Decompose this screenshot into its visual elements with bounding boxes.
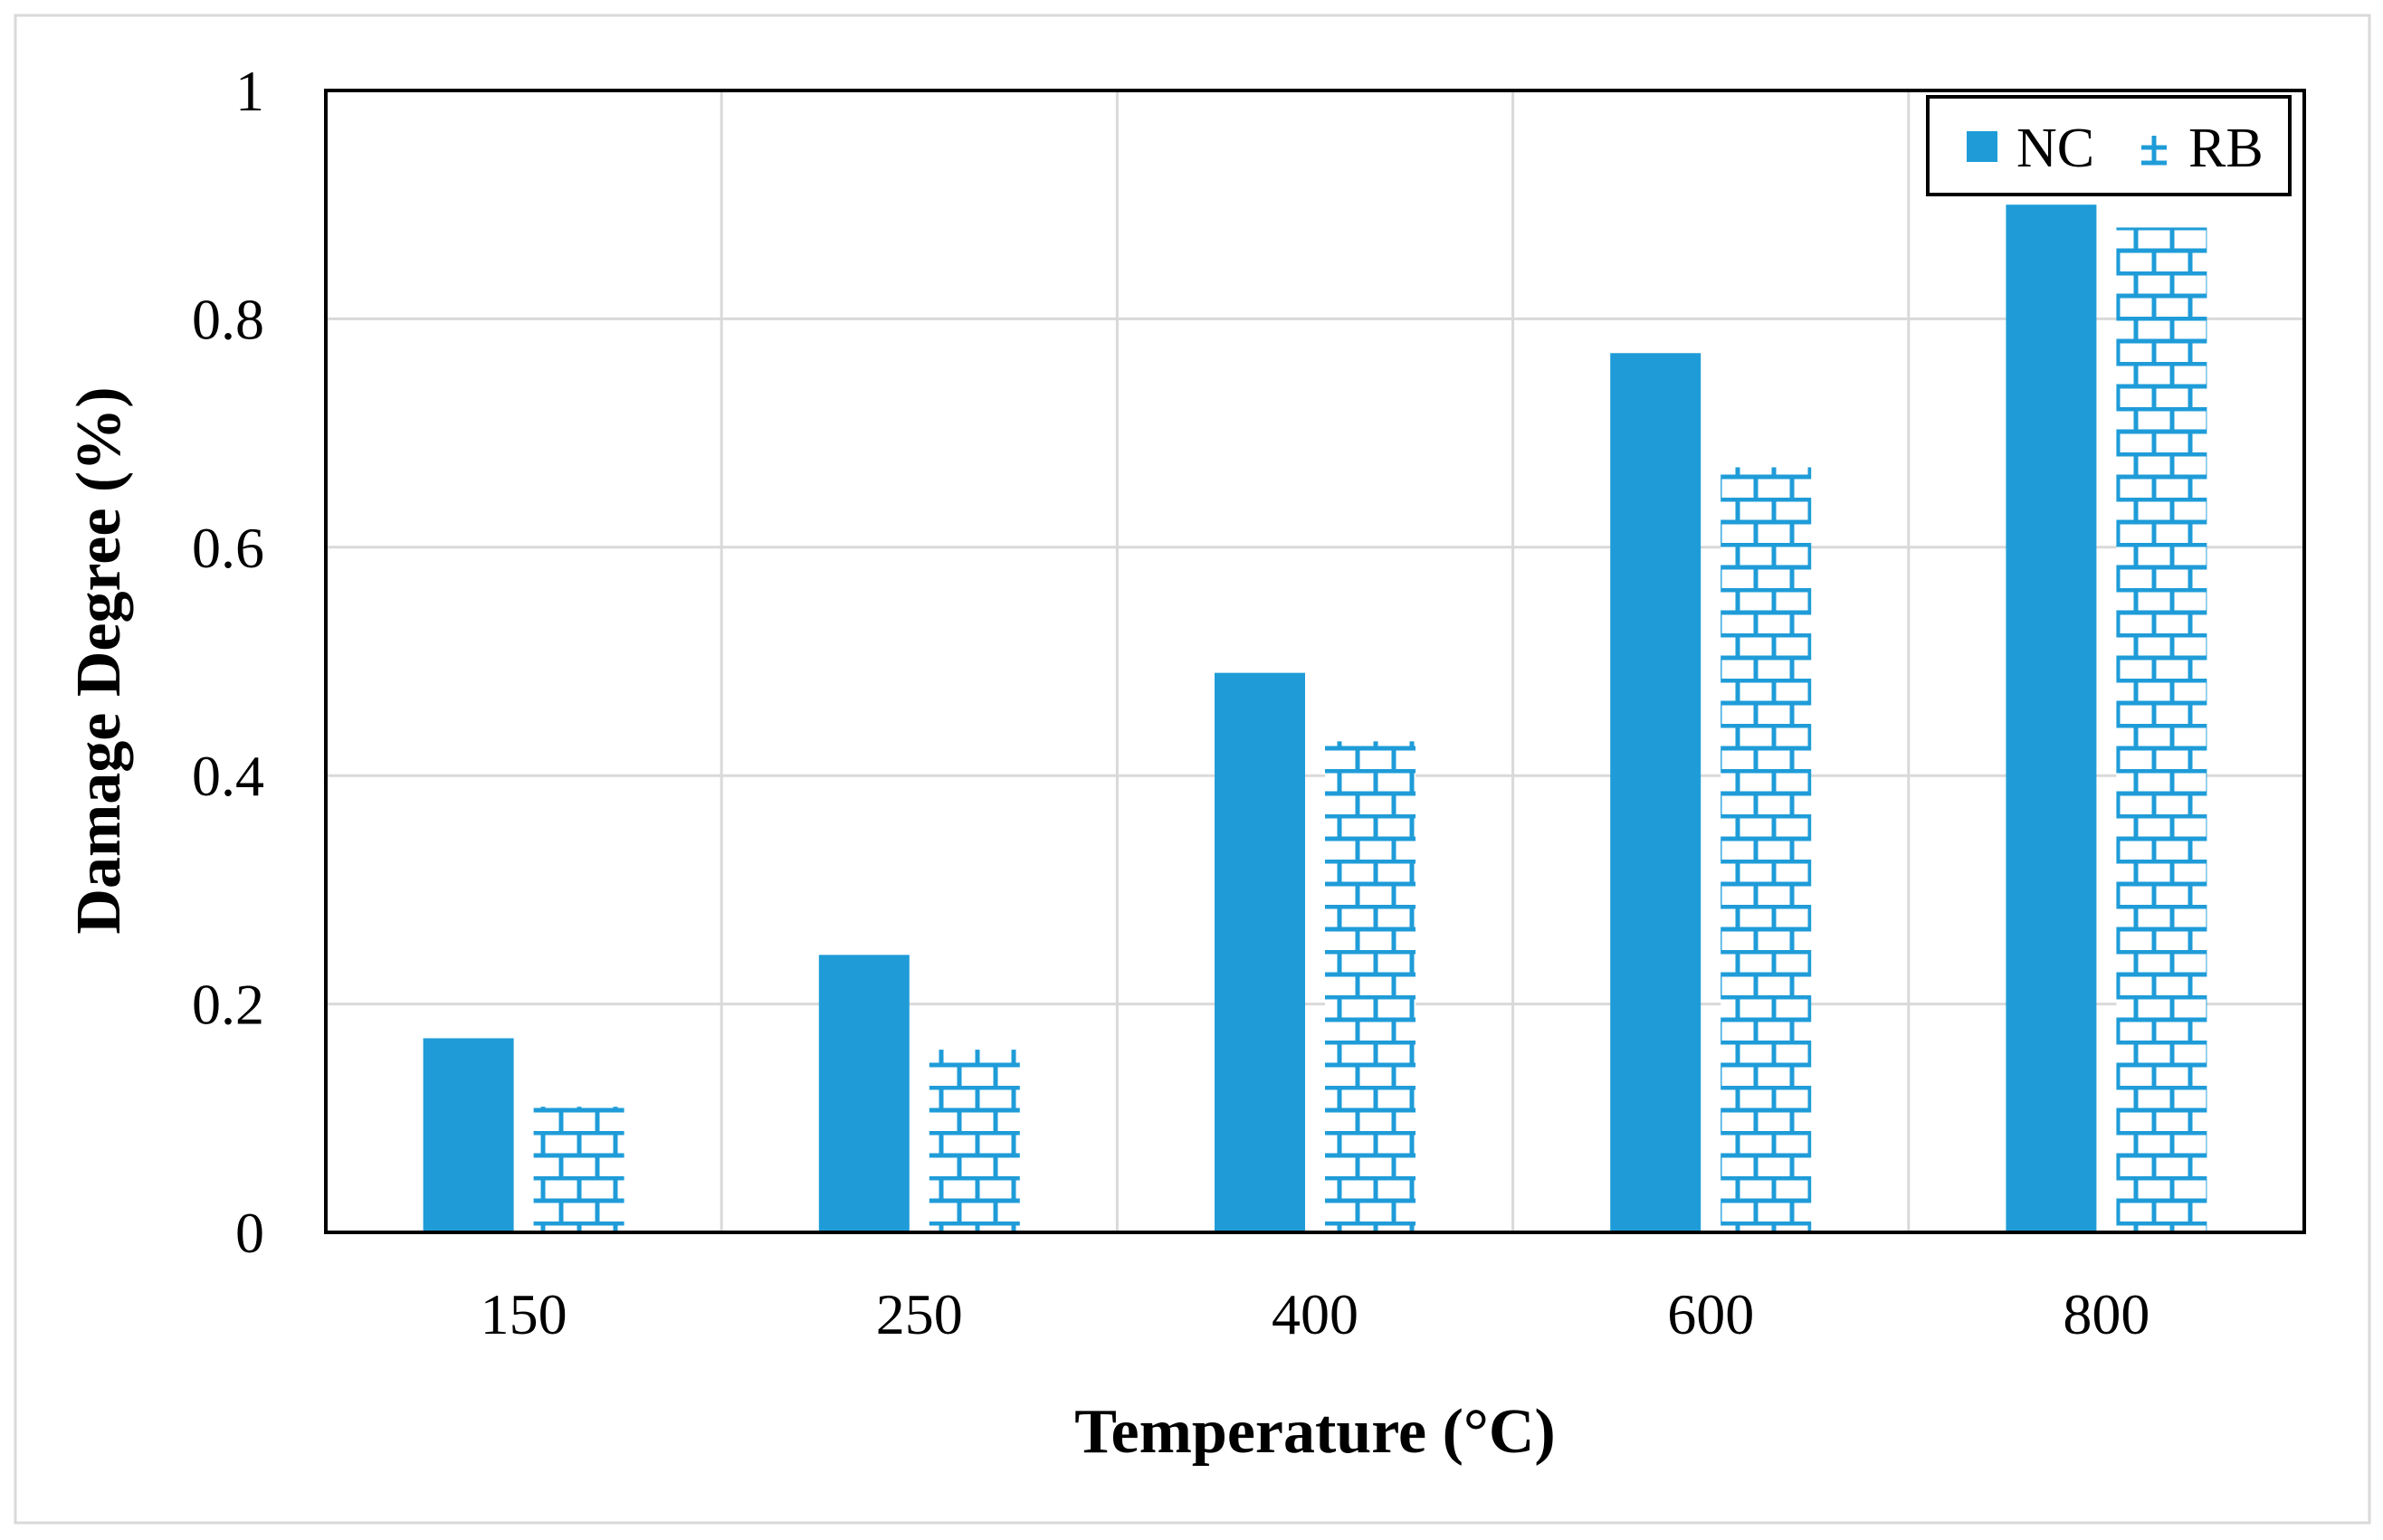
x-tick-label: 600: [1667, 1282, 1754, 1346]
y-axis-title: Damage Degree (%): [64, 386, 134, 934]
x-tick-label: 250: [876, 1282, 963, 1346]
bar-nc-150: [423, 1038, 514, 1232]
y-tick-label: 0.2: [192, 973, 264, 1037]
y-tick-label: 0.8: [192, 287, 264, 351]
bar-rb-400: [1325, 741, 1416, 1232]
y-tick-label: 0.4: [192, 744, 264, 808]
legend-label-nc: NC: [2016, 118, 2094, 179]
legend-swatch-nc: [1967, 131, 1997, 162]
gridlines: [326, 90, 2304, 1232]
y-tick-label: 0.6: [192, 516, 264, 580]
bar-nc-400: [1215, 672, 1305, 1232]
legend-swatch-rb: [2141, 136, 2167, 166]
x-tick-label: 400: [1272, 1282, 1358, 1346]
plot-area-frame: [324, 89, 2306, 1234]
outer-frame: [14, 14, 2371, 1525]
legend: NC RB: [1926, 95, 2292, 196]
y-tick-label: 1: [235, 59, 264, 123]
x-tick-label: 800: [2063, 1282, 2149, 1346]
bar-nc-250: [818, 955, 910, 1232]
bar-rb-250: [929, 1050, 1020, 1232]
bar-rb-150: [533, 1107, 624, 1232]
x-axis-tick-labels: 150 250 400 600 800: [481, 1282, 2150, 1346]
bar-rb-800: [2116, 227, 2207, 1233]
y-tick-label: 0: [235, 1201, 264, 1265]
bar-nc-800: [2006, 204, 2097, 1233]
x-axis-title: Temperature (°C): [1074, 1397, 1556, 1467]
legend-label-rb: RB: [2188, 118, 2264, 179]
bar-rb-600: [1721, 467, 1812, 1232]
y-axis-tick-labels: 0 0.2 0.4 0.6 0.8 1: [192, 59, 264, 1265]
bars: [423, 204, 2207, 1233]
bar-nc-600: [1610, 353, 1701, 1232]
x-tick-label: 150: [481, 1282, 567, 1346]
